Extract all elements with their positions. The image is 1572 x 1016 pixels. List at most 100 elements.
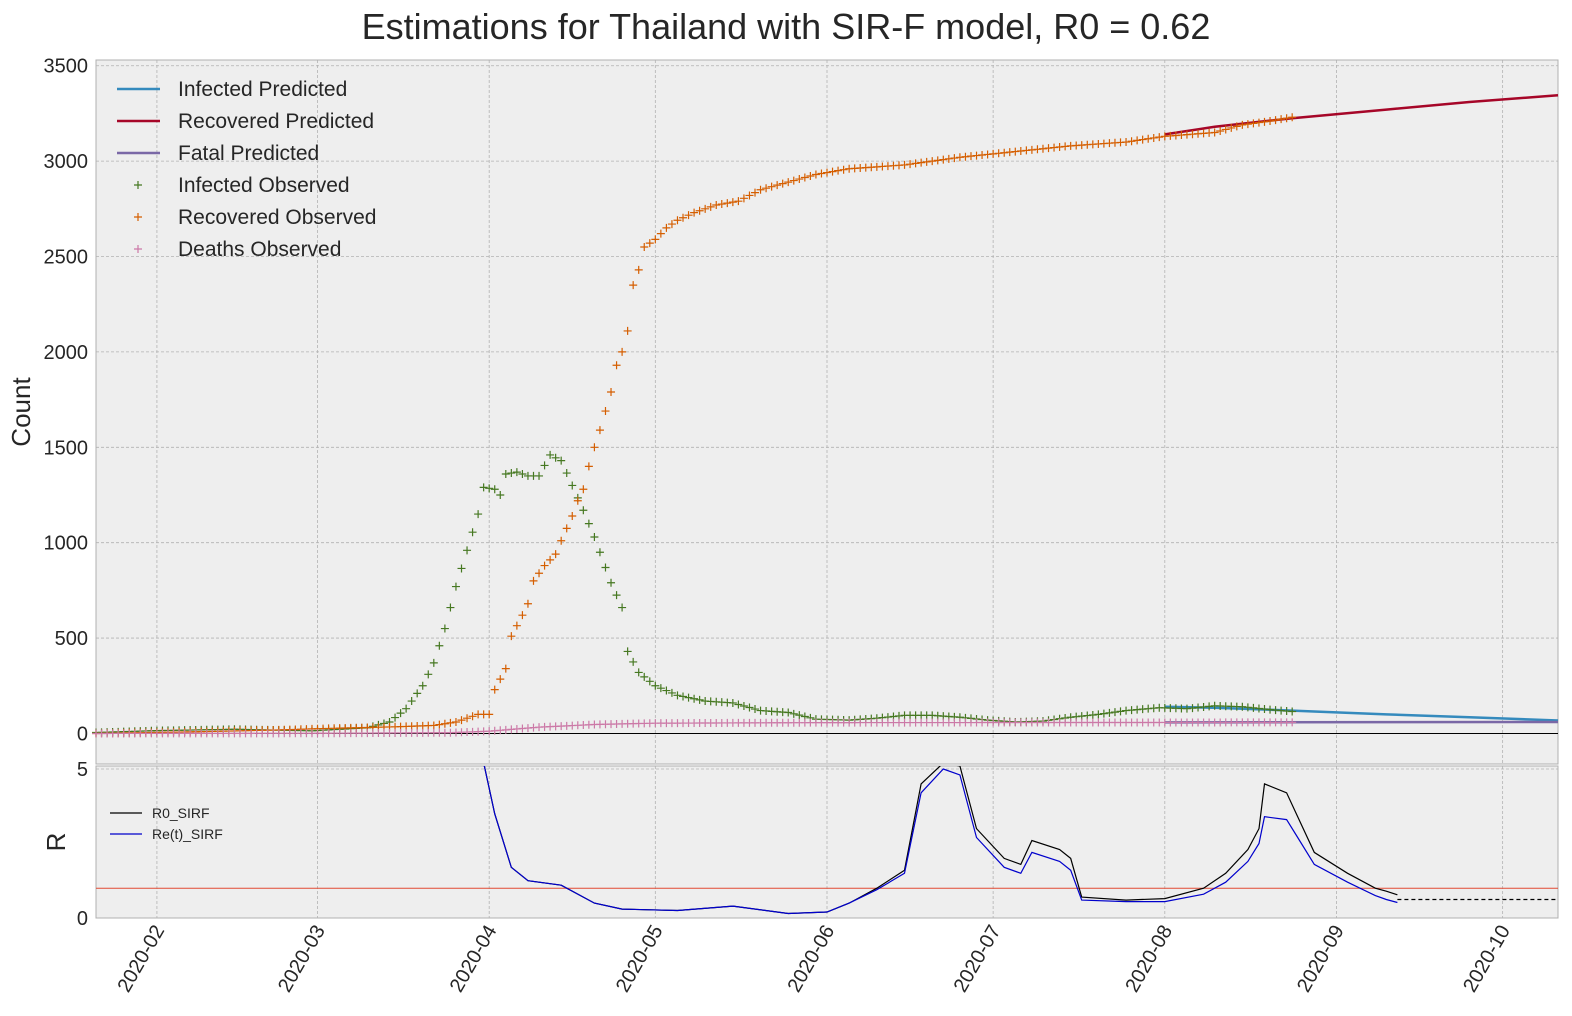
- data-point: [529, 576, 538, 585]
- data-point: [435, 720, 444, 729]
- x-tick-label: 2020-06: [784, 922, 840, 997]
- data-point: [667, 220, 676, 229]
- data-point: [811, 170, 820, 179]
- data-point: [1266, 117, 1275, 126]
- top-y-tick-label: 3000: [44, 151, 89, 173]
- data-point: [684, 211, 693, 220]
- data-point: [645, 677, 654, 686]
- data-point: [767, 182, 776, 191]
- data-point: [662, 686, 671, 695]
- top-y-tick-label: 0: [77, 723, 88, 745]
- bottom-grid: [96, 766, 1558, 919]
- data-point: [1227, 123, 1236, 132]
- legend-swatch: [134, 245, 142, 253]
- data-point: [712, 200, 721, 209]
- data-point: [684, 693, 693, 702]
- data-point: [418, 681, 427, 690]
- data-point: [778, 179, 787, 188]
- data-point: [562, 524, 571, 533]
- top-y-tick-label: 1500: [44, 437, 89, 459]
- data-point: [834, 166, 843, 175]
- data-point: [1133, 136, 1142, 145]
- data-point: [590, 532, 599, 541]
- data-point: [440, 624, 449, 633]
- data-point: [640, 672, 649, 681]
- data-point: [939, 155, 948, 164]
- data-point: [1238, 120, 1247, 129]
- data-point: [485, 710, 494, 719]
- data-point: [568, 511, 577, 520]
- data-point: [468, 712, 477, 721]
- data-point: [723, 199, 732, 208]
- data-point: [651, 235, 660, 244]
- data-point: [734, 197, 743, 206]
- data-point: [429, 658, 438, 667]
- data-point: [474, 510, 483, 519]
- data-point: [584, 519, 593, 528]
- x-tick-label: 2020-07: [950, 922, 1006, 997]
- data-point: [817, 169, 826, 178]
- data-point: [629, 657, 638, 666]
- data-point: [1288, 113, 1297, 122]
- data-point: [690, 694, 699, 703]
- legend-label: Re(t)_SIRF: [152, 826, 223, 842]
- top-y-tick-label: 500: [55, 628, 88, 650]
- data-point: [590, 443, 599, 452]
- data-point: [1116, 707, 1125, 716]
- data-point: [667, 688, 676, 697]
- data-point: [1288, 707, 1297, 716]
- data-point: [933, 156, 942, 165]
- data-point: [651, 681, 660, 690]
- top-y-tick-label: 2500: [44, 247, 89, 269]
- data-point: [496, 675, 505, 684]
- data-point: [463, 714, 472, 723]
- legend-swatch: [134, 213, 142, 221]
- top-legend: Infected Predicted Recovered Predicted Fat…: [117, 78, 376, 261]
- data-point: [1271, 116, 1280, 125]
- legend-label: Deaths Observed: [178, 238, 341, 261]
- data-point: [562, 469, 571, 478]
- data-point: [690, 208, 699, 217]
- data-point: [1105, 708, 1114, 717]
- data-point: [479, 483, 488, 492]
- x-tick-label: 2020-04: [446, 922, 502, 997]
- data-point: [468, 528, 477, 537]
- data-point: [950, 154, 959, 163]
- data-point: [739, 194, 748, 203]
- data-point: [634, 265, 643, 274]
- data-point: [1122, 138, 1131, 147]
- data-point: [568, 481, 577, 490]
- data-point: [540, 561, 549, 570]
- data-point: [546, 555, 555, 564]
- data-point: [745, 703, 754, 712]
- data-point: [1099, 709, 1108, 718]
- data-point: [440, 719, 449, 728]
- data-point: [391, 713, 400, 722]
- data-point: [944, 154, 953, 163]
- data-point: [695, 206, 704, 215]
- data-point: [789, 176, 798, 185]
- data-point: [579, 506, 588, 515]
- bottom-legend: R0_SIRF Re(t)_SIRF: [110, 805, 223, 842]
- data-point: [446, 603, 455, 612]
- data-point: [1127, 137, 1136, 146]
- data-point: [773, 181, 782, 190]
- data-point: [579, 485, 588, 494]
- data-point: [507, 632, 516, 641]
- data-point: [1254, 118, 1263, 127]
- data-point: [762, 184, 771, 193]
- data-point: [800, 173, 809, 182]
- data-point: [645, 239, 654, 248]
- data-point: [806, 171, 815, 180]
- legend-label: Infected Predicted: [178, 78, 347, 101]
- legend-label: Recovered Observed: [178, 206, 376, 229]
- data-point: [784, 708, 793, 717]
- data-point: [584, 462, 593, 471]
- data-point: [1282, 114, 1291, 123]
- data-point: [734, 700, 743, 709]
- data-point: [601, 407, 610, 416]
- data-point: [518, 470, 527, 479]
- bottom-y-axis-label: R: [41, 833, 71, 852]
- data-point: [917, 158, 926, 167]
